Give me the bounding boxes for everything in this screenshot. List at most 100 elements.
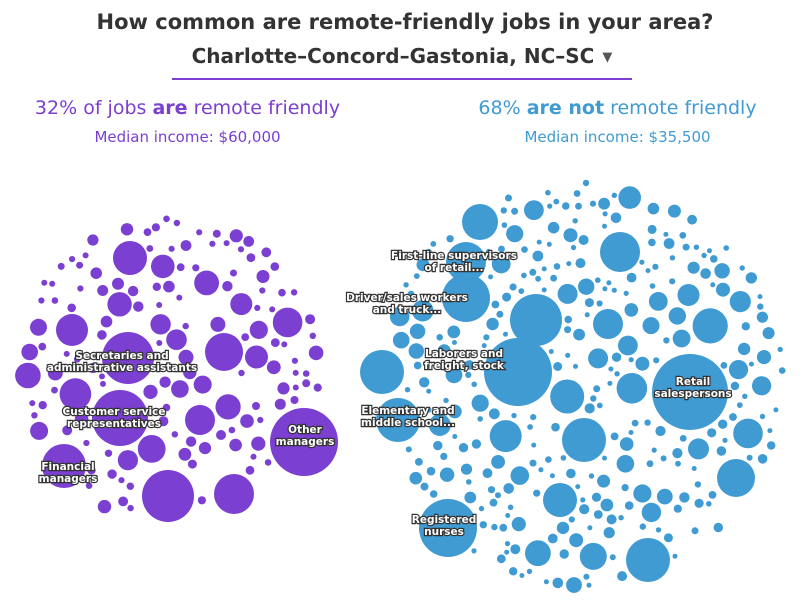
remote-bubble[interactable] — [30, 318, 47, 336]
not-remote-bubble[interactable] — [376, 398, 420, 442]
not-remote-bubble[interactable] — [526, 568, 533, 575]
not-remote-bubble[interactable] — [679, 232, 687, 239]
not-remote-bubble[interactable] — [693, 244, 700, 250]
not-remote-bubble[interactable] — [655, 527, 662, 533]
not-remote-bubble[interactable] — [521, 246, 528, 253]
remote-bubble[interactable] — [205, 333, 243, 371]
remote-bubble[interactable] — [143, 384, 158, 399]
not-remote-bubble[interactable] — [593, 510, 603, 519]
not-remote-bubble[interactable] — [714, 263, 730, 279]
remote-bubble[interactable] — [49, 280, 56, 287]
not-remote-bubble[interactable] — [575, 484, 581, 490]
not-remote-bubble[interactable] — [529, 268, 537, 276]
remote-bubble[interactable] — [21, 343, 38, 361]
not-remote-bubble[interactable] — [717, 459, 755, 497]
not-remote-bubble[interactable] — [547, 203, 553, 209]
not-remote-bubble[interactable] — [404, 387, 411, 393]
remote-bubble[interactable] — [166, 329, 187, 351]
not-remote-bubble[interactable] — [460, 463, 473, 475]
not-remote-bubble[interactable] — [600, 232, 640, 272]
not-remote-bubble[interactable] — [437, 344, 451, 358]
not-remote-bubble[interactable] — [550, 274, 557, 282]
not-remote-bubble[interactable] — [773, 407, 779, 413]
remote-bubble[interactable] — [238, 369, 245, 377]
not-remote-bubble[interactable] — [462, 204, 498, 240]
not-remote-bubble[interactable] — [611, 352, 622, 362]
not-remote-bubble[interactable] — [644, 419, 651, 426]
not-remote-bubble[interactable] — [491, 455, 505, 469]
not-remote-bubble[interactable] — [588, 473, 595, 479]
remote-bubble[interactable] — [257, 416, 264, 424]
remote-bubble[interactable] — [178, 447, 192, 461]
not-remote-bubble[interactable] — [648, 292, 668, 311]
not-remote-bubble[interactable] — [691, 466, 697, 471]
remote-bubble[interactable] — [56, 314, 88, 346]
not-remote-bubble[interactable] — [464, 491, 477, 504]
not-remote-bubble[interactable] — [668, 307, 686, 325]
remote-bubble[interactable] — [194, 270, 220, 296]
not-remote-bubble[interactable] — [541, 266, 547, 272]
not-remote-bubble[interactable] — [433, 440, 443, 451]
remote-bubble[interactable] — [241, 333, 250, 341]
not-remote-bubble[interactable] — [669, 278, 676, 285]
not-remote-bubble[interactable] — [730, 381, 740, 391]
not-remote-bubble[interactable] — [531, 442, 537, 448]
not-remote-bubble[interactable] — [608, 366, 614, 372]
not-remote-bubble[interactable] — [562, 202, 570, 210]
not-remote-bubble[interactable] — [518, 288, 525, 294]
not-remote-bubble[interactable] — [545, 456, 552, 463]
remote-bubble[interactable] — [196, 229, 203, 236]
not-remote-bubble[interactable] — [583, 573, 590, 580]
remote-bubble[interactable] — [230, 293, 253, 316]
not-remote-bubble[interactable] — [588, 348, 609, 369]
remote-bubble[interactable] — [245, 465, 255, 475]
not-remote-bubble[interactable] — [575, 258, 586, 269]
not-remote-bubble[interactable] — [579, 542, 607, 570]
not-remote-bubble[interactable] — [483, 334, 490, 341]
not-remote-bubble[interactable] — [741, 322, 750, 331]
not-remote-bubble[interactable] — [614, 371, 620, 377]
not-remote-bubble[interactable] — [485, 249, 491, 254]
remote-bubble[interactable] — [183, 365, 197, 380]
not-remote-bubble[interactable] — [553, 198, 560, 205]
not-remote-bubble[interactable] — [496, 554, 506, 564]
not-remote-bubble[interactable] — [631, 419, 639, 427]
not-remote-bubble[interactable] — [687, 261, 700, 274]
not-remote-bubble[interactable] — [566, 468, 576, 479]
not-remote-bubble[interactable] — [663, 231, 669, 237]
remote-bubble[interactable] — [97, 499, 112, 514]
remote-bubble[interactable] — [142, 470, 194, 522]
not-remote-bubble[interactable] — [579, 504, 590, 515]
remote-bubble[interactable] — [67, 303, 76, 313]
remote-bubble[interactable] — [97, 285, 109, 296]
not-remote-bubble[interactable] — [486, 317, 499, 331]
not-remote-bubble[interactable] — [633, 484, 652, 503]
remote-bubble[interactable] — [143, 228, 152, 237]
remote-bubble[interactable] — [77, 285, 84, 292]
remote-bubble[interactable] — [102, 332, 154, 384]
not-remote-bubble[interactable] — [606, 514, 617, 525]
not-remote-bubble[interactable] — [471, 381, 478, 388]
not-remote-bubble[interactable] — [756, 311, 769, 323]
remote-bubble[interactable] — [51, 386, 58, 394]
not-remote-bubble[interactable] — [626, 538, 670, 582]
not-remote-bubble[interactable] — [545, 189, 551, 196]
remote-bubble[interactable] — [118, 477, 125, 484]
not-remote-bubble[interactable] — [660, 455, 667, 462]
not-remote-bubble[interactable] — [525, 540, 551, 567]
not-remote-bubble[interactable] — [428, 414, 451, 436]
remote-bubble[interactable] — [42, 444, 86, 488]
not-remote-bubble[interactable] — [572, 218, 578, 224]
remote-bubble[interactable] — [73, 355, 81, 363]
not-remote-bubble[interactable] — [646, 460, 654, 468]
remote-bubble[interactable] — [209, 240, 216, 247]
not-remote-bubble[interactable] — [688, 438, 709, 460]
not-remote-bubble[interactable] — [616, 455, 635, 473]
not-remote-bubble[interactable] — [762, 327, 775, 340]
not-remote-bubble[interactable] — [728, 360, 749, 380]
not-remote-bubble[interactable] — [647, 224, 657, 234]
not-remote-bubble[interactable] — [570, 244, 577, 251]
not-remote-bubble[interactable] — [589, 200, 597, 207]
remote-bubble[interactable] — [228, 426, 236, 434]
remote-bubble[interactable] — [118, 496, 128, 507]
